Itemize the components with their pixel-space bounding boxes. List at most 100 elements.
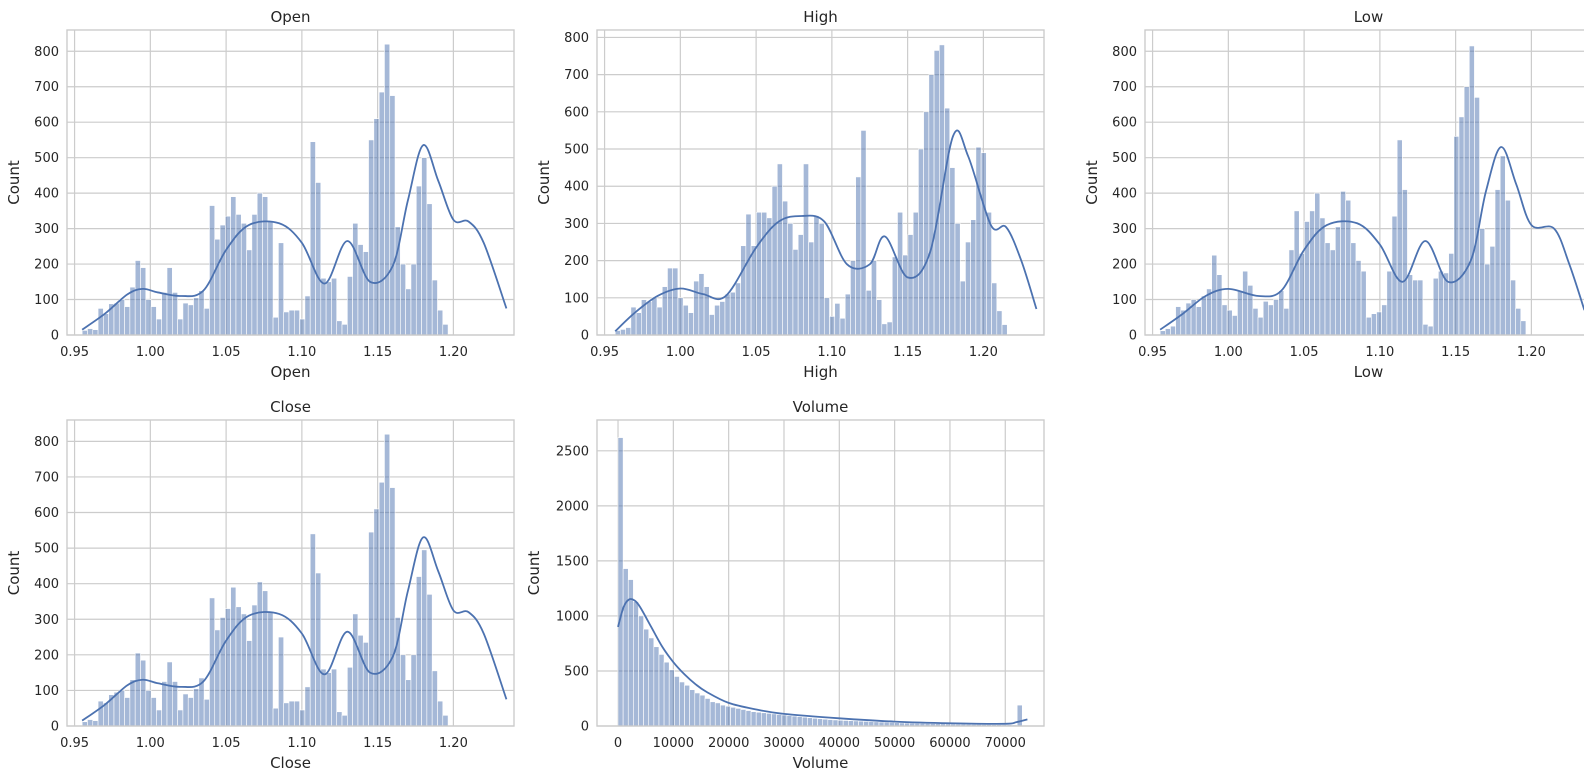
histogram-bar [1463,86,1470,336]
histogram-bar [944,107,951,336]
histogram-bar [87,328,94,336]
histogram-bar [818,223,825,336]
histogram-bar [975,146,982,336]
x-tick-label: 0.95 [590,345,619,360]
histogram-bar [304,686,311,727]
y-tick-label: 0 [51,720,59,735]
y-tick-label: 300 [34,222,59,237]
histogram-bar [1510,279,1516,336]
histogram-bar [368,139,375,336]
histogram-bar [855,176,862,336]
histogram-bar [791,715,798,727]
histogram-bar [140,659,147,727]
histogram-bar [1386,270,1393,336]
histogram-bar [1401,189,1408,336]
histogram-bar [1468,45,1475,336]
axes-frame [596,29,1045,336]
histogram-bar [315,182,322,336]
histogram-bar [320,277,327,336]
y-tick-label: 800 [1112,45,1137,60]
histogram-bar [808,241,815,336]
histogram-bar [1396,139,1403,336]
histogram-bar [1314,192,1321,336]
histogram-bar [293,700,300,727]
subplot-high: 0 100 200 300 400 500 600 700 800 0.95 1.00 1.05 1.1… [535,8,1045,381]
x-tick-label: 70000 [985,736,1026,751]
histogram-bar [156,709,163,727]
subplot-title: High [803,8,837,26]
histogram-bar [1453,136,1460,336]
histogram-bar [672,267,679,336]
y-axis-label: Count [525,551,543,596]
histogram-bar [902,254,909,336]
histogram-bar [1298,253,1305,336]
histogram-bar [714,702,721,727]
histogram-bar [813,215,820,336]
y-tick-label: 0 [51,329,59,344]
y-axis-label: Count [1083,160,1101,205]
y-tick-label: 800 [34,45,59,60]
histogram-bar [750,245,757,336]
x-tick-label: 60000 [929,736,970,751]
histogram-bar [694,692,701,727]
histogram-bar [886,321,893,336]
kde-line [1159,146,1584,331]
histogram-bar [431,279,438,336]
histogram-bar [847,720,854,727]
histogram-bar [267,221,274,336]
histogram-bar [288,309,295,336]
histogram-bar [103,313,109,336]
subplot-title: Open [270,8,310,26]
x-tick-label: 1.05 [742,345,771,360]
y-tick-label: 300 [34,613,59,628]
histogram-bar [272,707,279,727]
histogram-bar [1016,704,1023,727]
x-tick-label: 1.00 [136,345,165,360]
y-tick-label: 600 [34,506,59,521]
histogram-bar [209,205,216,336]
histogram-bar [797,234,804,336]
histogram-bar [341,715,348,727]
axes-frame [596,419,1045,727]
histogram-bar [684,684,690,727]
histogram-bar [965,241,971,336]
y-tick-label: 0 [581,329,589,344]
subplot-close: 0 100 200 300 400 500 600 700 800 0.95 1.00 1.05 1.1… [5,398,515,772]
histogram-bar [373,508,380,727]
x-tick-label: 1.10 [817,345,846,360]
histogram-bar [730,706,737,727]
x-axis-label: Low [1354,363,1384,381]
x-tick-label: 0 [614,736,622,751]
histogram-bar [980,152,987,336]
histogram-bar [1479,228,1486,336]
histogram-bar [1288,249,1295,336]
histogram-bar [150,697,157,727]
kde-line [614,129,1038,332]
x-axis-label: Open [270,363,310,381]
histogram-bar [113,691,120,727]
histogram-bar [145,299,152,336]
histogram-bar [203,699,210,727]
histogram-bar [341,324,348,336]
histogram-bar [787,223,794,336]
histogram-bar [1211,254,1218,336]
histogram-bar [1201,295,1207,336]
histogram-bar [124,697,131,727]
histogram-bar [656,306,663,336]
histogram-bar [1484,263,1491,336]
histogram-bar [1505,199,1511,336]
histogram-bar [646,301,653,336]
histogram-bar [1195,306,1202,336]
histogram-bar [876,299,883,336]
histogram-bar [1494,189,1501,336]
histogram-bar [842,720,849,727]
histogram-bar [336,711,343,727]
histogram-bar [331,668,338,727]
x-tick-label: 10000 [653,736,694,751]
y-axis-label: Count [535,160,553,205]
histogram-bar [1340,191,1346,336]
histogram-bar [782,200,788,336]
histogram-bar [771,185,778,336]
histogram-bar [87,719,94,727]
x-tick-label: 1.05 [1290,345,1319,360]
